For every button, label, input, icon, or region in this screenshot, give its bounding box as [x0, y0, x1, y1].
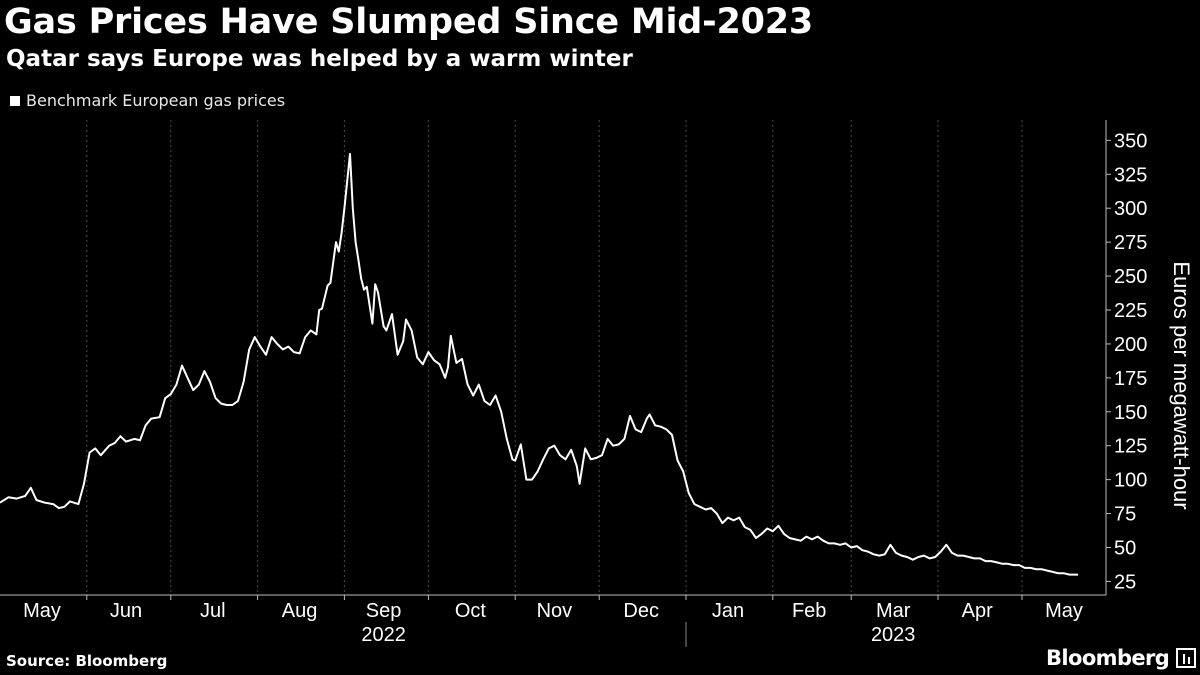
y-tick-label: 75 — [1114, 504, 1136, 526]
y-tick-label: 150 — [1114, 402, 1147, 424]
x-tick-label: Aug — [282, 600, 318, 622]
legend: Benchmark European gas prices — [10, 91, 285, 110]
chart-title: Gas Prices Have Slumped Since Mid-2023 — [4, 2, 814, 42]
x-tick-label: Feb — [792, 600, 826, 622]
legend-label: Benchmark European gas prices — [26, 91, 286, 110]
x-tick-label: Jun — [110, 600, 142, 622]
x-tick-label: May — [1045, 600, 1083, 622]
y-tick-label: 125 — [1114, 436, 1147, 458]
x-tick-label: Dec — [623, 600, 659, 622]
y-tick-label: 50 — [1114, 538, 1136, 560]
y-tick-label: 175 — [1114, 368, 1147, 390]
x-tick-label: Jul — [200, 600, 226, 622]
x-tick-label: Mar — [876, 600, 911, 622]
y-tick-label: 325 — [1114, 164, 1147, 186]
y-tick-label: 200 — [1114, 334, 1147, 356]
x-tick-label: Nov — [537, 600, 573, 622]
year-label: 2022 — [361, 624, 406, 646]
y-tick-label: 25 — [1114, 571, 1136, 593]
y-tick-label: 100 — [1114, 470, 1147, 492]
x-tick-label: May — [23, 600, 61, 622]
x-tick-label: Sep — [366, 600, 402, 622]
y-tick-label: 225 — [1114, 300, 1147, 322]
y-tick-label: 275 — [1114, 232, 1147, 254]
year-label: 2023 — [871, 624, 916, 646]
legend-swatch — [10, 95, 20, 106]
y-tick-label: 250 — [1114, 266, 1147, 288]
x-tick-label: Apr — [962, 600, 993, 622]
y-axis-title: Euros per megawatt-hour — [1169, 261, 1194, 509]
source-note: Source: Bloomberg — [6, 652, 168, 670]
chart-subtitle: Qatar says Europe was helped by a warm w… — [6, 46, 633, 72]
y-tick-label: 350 — [1114, 130, 1147, 152]
bloomberg-terminal-icon — [1176, 648, 1196, 668]
series-line — [0, 152, 1078, 576]
x-tick-label: Oct — [455, 600, 487, 622]
y-tick-label: 300 — [1114, 198, 1147, 220]
bloomberg-logo: Bloomberg — [1046, 646, 1170, 670]
x-tick-label: Jan — [712, 600, 744, 622]
